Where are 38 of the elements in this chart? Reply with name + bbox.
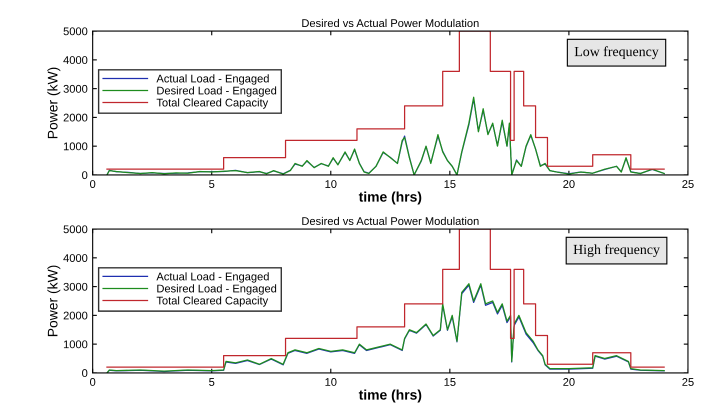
x-tick-label: 0 <box>90 378 96 386</box>
legend-label: Total Cleared Capacity <box>156 98 268 109</box>
x-axis-title: time (hrs) <box>358 390 422 402</box>
y-tick-label: 5000 <box>64 225 88 234</box>
x-tick-label: 25 <box>682 180 694 188</box>
x-tick-label: 0 <box>90 180 96 188</box>
y-tick-label: 1000 <box>64 340 88 348</box>
legend-label: Desired Load - Engaged <box>157 284 276 295</box>
x-tick-label: 10 <box>325 180 337 188</box>
x-tick-label: 5 <box>209 378 214 386</box>
chart-title: Desired vs Actual Power Modulation <box>302 216 479 226</box>
annotation: Low frequency <box>574 46 659 60</box>
y-tick-label: 5000 <box>64 27 88 36</box>
y-tick-label: 0 <box>82 171 88 180</box>
y-tick-label: 1000 <box>64 142 88 150</box>
x-tick-label: 5 <box>209 180 214 188</box>
y-tick-label: 4000 <box>63 254 88 262</box>
legend-label: Total Cleared Capacity <box>156 296 268 307</box>
x-tick-label: 25 <box>682 378 694 386</box>
y-axis-title: Power (kW) <box>47 68 60 138</box>
chart-title: Desired vs Actual Power Modulation <box>302 18 479 28</box>
y-tick-label: 3000 <box>64 282 88 291</box>
annotation: High frequency <box>574 244 660 258</box>
x-tick-label: 15 <box>444 180 456 188</box>
x-axis-title: time (hrs) <box>358 192 422 204</box>
legend-label: Actual Load - Engaged <box>156 74 269 85</box>
y-tick-label: 2000 <box>64 114 88 122</box>
x-tick-label: 20 <box>563 180 575 188</box>
x-tick-label: 10 <box>325 378 337 386</box>
legend-label: Actual Load - Engaged <box>156 272 269 283</box>
x-tick-label: 20 <box>563 378 575 386</box>
y-tick-label: 4000 <box>63 56 88 64</box>
y-tick-label: 0 <box>82 369 88 378</box>
y-tick-label: 2000 <box>64 312 88 320</box>
legend-label: Desired Load - Engaged <box>157 86 276 97</box>
y-tick-label: 3000 <box>64 84 88 93</box>
x-tick-label: 15 <box>444 378 456 386</box>
y-axis-title: Power (kW) <box>47 266 60 336</box>
